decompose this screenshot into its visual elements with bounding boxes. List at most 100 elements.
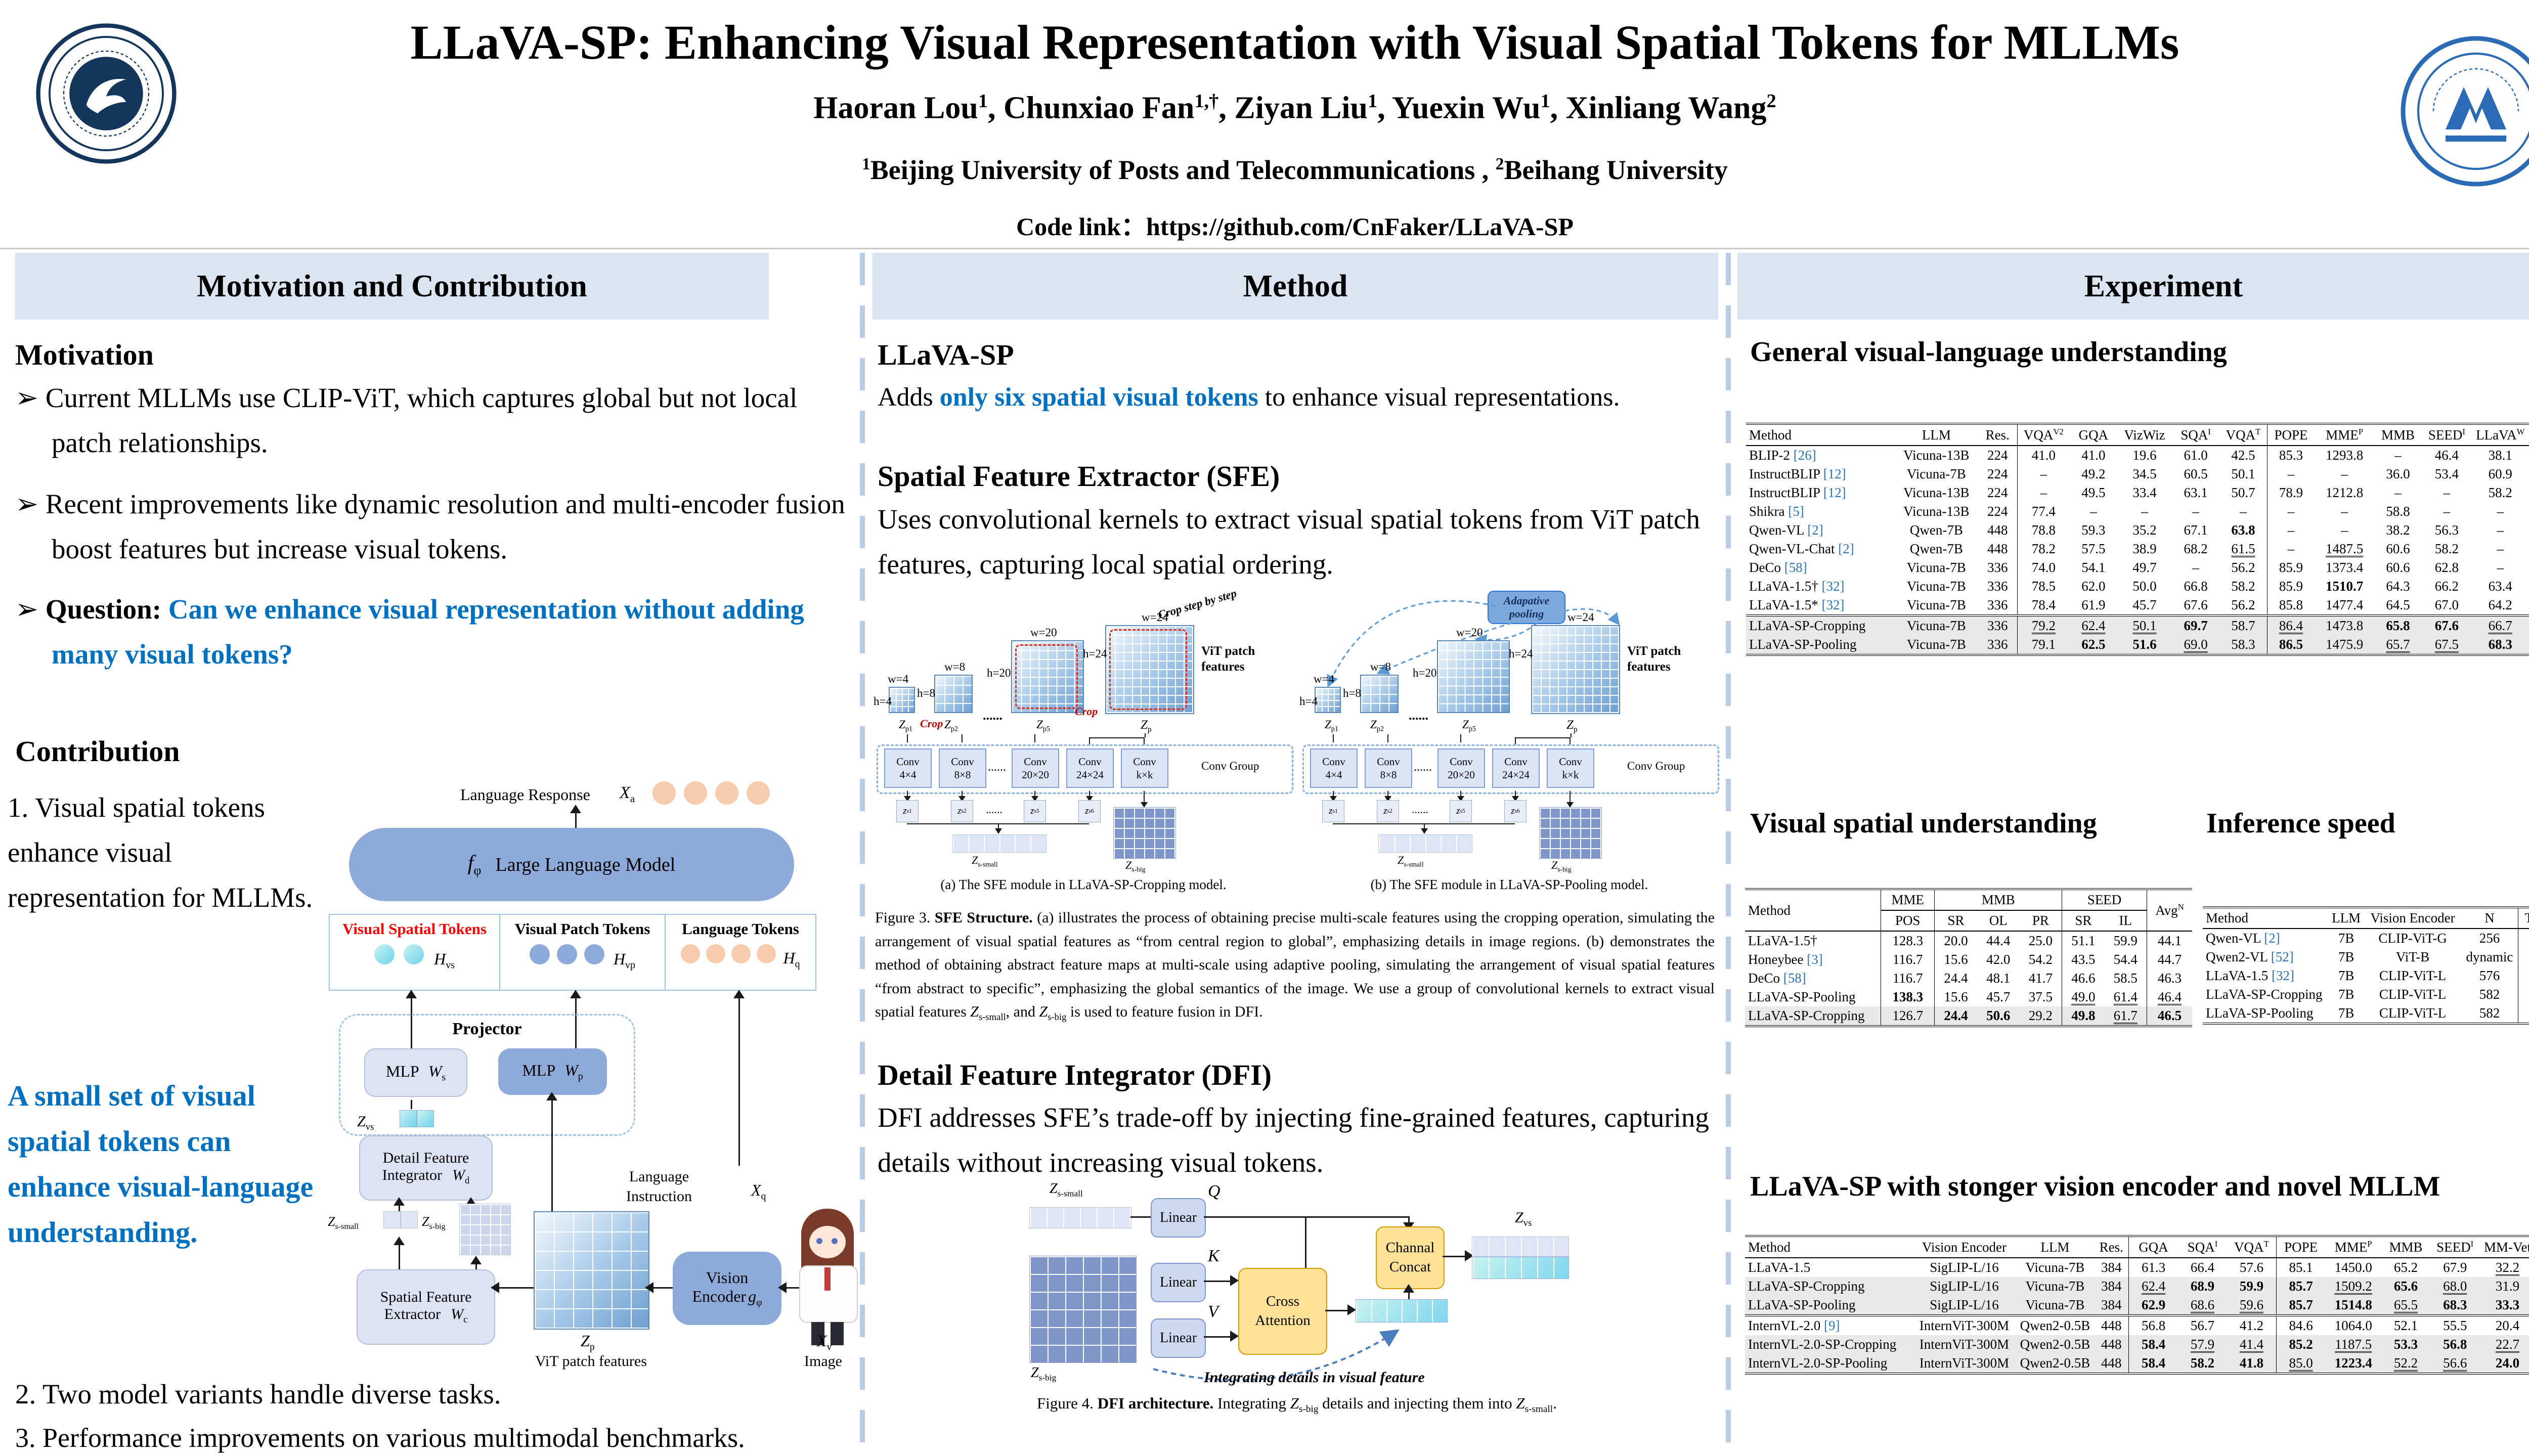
section-header-motivation: Motivation and Contribution xyxy=(15,253,769,320)
value-cell: 42.5 xyxy=(2219,446,2268,465)
value-cell: – xyxy=(2040,485,2047,500)
motivation-bullet-2: ➢ Recent improvements like dynamic resol… xyxy=(15,481,861,571)
linear-label: Linear xyxy=(1159,1274,1197,1290)
crop-region xyxy=(1109,629,1187,710)
question-text: Can we enhance visual representation wit… xyxy=(52,594,804,670)
contribution-item-3: 3. Performance improvements on various m… xyxy=(15,1423,745,1453)
arrow-head xyxy=(491,1282,499,1293)
value-cell: 77.4 xyxy=(2031,504,2056,519)
value-cell: 49.7 xyxy=(2132,560,2157,575)
inference-speed-heading: Inference speed xyxy=(2206,808,2395,839)
method-cell: DeCo [58] xyxy=(1749,560,1807,575)
zs-token-box: z s2 xyxy=(951,800,973,822)
conv-box: Conv 4×4 xyxy=(1310,748,1358,788)
value-cell: Vicuna-13B xyxy=(1903,485,1970,500)
general-understanding-table: Method LLM Res. VQAV2 GQA VizWiz SQAI VQAT POPE M… xyxy=(1746,423,2529,656)
figure4-caption-body1: Integrating xyxy=(1213,1394,1290,1412)
patch-token xyxy=(584,944,605,964)
value-cell: 29.2 xyxy=(2019,1006,2063,1026)
v-label: V xyxy=(1208,1302,1218,1321)
table-row: LLaVA-SP-Pooling 7B CLIP-ViT-L 58220.28 xyxy=(2203,1004,2529,1024)
figure4-caption-zbig: Zs-big xyxy=(1290,1394,1319,1415)
sfe-heading: Spatial Feature Extractor (SFE) xyxy=(878,460,1280,493)
arrow-line xyxy=(1204,1216,1409,1218)
cross-attention-label-1: Cross xyxy=(1266,1293,1300,1310)
value-cell: – xyxy=(2443,504,2451,519)
table-row: LLaVA-SP-Pooling Vicuna-7B 336 79.1 62.5 51.6… xyxy=(1746,635,2529,655)
dim-label: h=8 xyxy=(917,687,935,699)
value-cell: 32.2 xyxy=(2495,1260,2520,1275)
zp-grid xyxy=(534,1211,649,1330)
projector-label: Projector xyxy=(452,1020,522,1038)
motivation-heading: Motivation xyxy=(15,338,154,371)
arrow-line xyxy=(1515,737,1516,744)
code-link-url[interactable]: https://github.com/CnFaker/LLaVA-SP xyxy=(1146,212,1574,241)
value-cell: – xyxy=(2497,522,2504,538)
section-header-motivation-label: Motivation and Contribution xyxy=(197,269,587,303)
language-instruction-line1: Language xyxy=(629,1168,689,1185)
hq-label: Hq xyxy=(783,949,800,970)
value-cell: 22.7 xyxy=(2495,1337,2520,1352)
table-row: DeCo [58] 116.7 24.4 48.1 41.7 46.6 58.5 46.3 xyxy=(1745,969,2192,988)
beihang-logo xyxy=(2401,36,2529,187)
method-cell: LLaVA-1.5† [32] xyxy=(1749,579,1845,594)
arrow-head xyxy=(645,1282,653,1293)
value-cell: 1473.8 xyxy=(2315,614,2374,635)
method-cell: Qwen-VL-Chat [2] xyxy=(1749,541,1854,556)
value-cell: 46.5 xyxy=(2157,1008,2182,1023)
conv-box: Conv 8×8 xyxy=(939,748,986,788)
value-cell: 256 xyxy=(2461,929,2519,948)
arrow-line xyxy=(1089,791,1090,797)
column-header: LLM xyxy=(1895,424,1978,446)
value-cell: 85.2 xyxy=(2289,1337,2313,1352)
value-cell: 58.5 xyxy=(2104,969,2147,988)
value-cell: 49.0 xyxy=(2071,989,2096,1004)
dfi-heading: Detail Feature Integrator (DFI) xyxy=(878,1058,1272,1091)
conv-box: Conv k×k xyxy=(1121,748,1168,788)
column-header: IL xyxy=(2104,910,2147,932)
arrow-line xyxy=(907,734,908,742)
ellipsis: ...... xyxy=(983,708,1002,723)
value-cell: 1212.8 xyxy=(2326,485,2364,500)
sfe-body: Uses convolutional kernels to extract vi… xyxy=(878,504,1700,580)
dim-label: h=4 xyxy=(1299,695,1318,708)
column-header: POPE xyxy=(2267,424,2315,446)
linear-v-box: Linear xyxy=(1151,1318,1206,1358)
arrow-line xyxy=(496,1287,534,1289)
llm-label: Large Language Model xyxy=(495,854,676,875)
sfe-box: Spatial Feature Extractor Wc xyxy=(357,1269,495,1345)
value-cell: 24.0 xyxy=(2495,1355,2520,1371)
arrow-line xyxy=(1034,791,1035,797)
value-cell: 1450.0 xyxy=(2334,1260,2372,1275)
value-cell: 49.5 xyxy=(2081,485,2106,500)
crop-step-label: Crop step by step xyxy=(1156,587,1238,622)
value-cell: – xyxy=(2192,504,2199,519)
method-cell: InstructBLIP [12] xyxy=(1749,485,1846,500)
value-cell: 69.0 xyxy=(2184,637,2208,652)
ellipsis: ...... xyxy=(1409,708,1428,723)
arrow-line xyxy=(475,1259,477,1269)
example-image-tie xyxy=(824,1267,831,1291)
value-cell: 61.5 xyxy=(2219,540,2268,558)
value-cell: 384 xyxy=(2094,1296,2129,1315)
method-cell: LLaVA-SP-Pooling xyxy=(1748,1297,1856,1312)
zs-token-box: z s6 xyxy=(1078,800,1101,822)
hvs-label: Hvs xyxy=(434,950,455,971)
value-cell: – xyxy=(2090,504,2097,519)
value-cell: 66.8 xyxy=(2184,579,2208,594)
arrow-line xyxy=(1424,823,1425,829)
example-image-leg xyxy=(831,1322,844,1345)
value-cell: 58.3 xyxy=(2219,635,2268,655)
dim-label: w=24 xyxy=(1142,611,1168,624)
value-cell: 448 xyxy=(1978,521,2018,540)
value-cell: 138.3 xyxy=(1881,988,1935,1006)
method-cell: LLaVA-SP-Cropping xyxy=(1748,1278,1865,1294)
zbig-grid xyxy=(1539,807,1602,859)
value-cell: 85.0 xyxy=(2289,1355,2313,1371)
table-row: LLaVA-SP-Cropping 126.7 24.4 50.6 29.2 49.8 61… xyxy=(1745,1006,2192,1026)
arrow-line xyxy=(1571,733,1572,737)
arrow-line xyxy=(1387,791,1388,797)
q-label: Q xyxy=(1208,1182,1220,1201)
value-cell: 224 xyxy=(1978,465,2018,483)
value-cell: 78.2 xyxy=(2031,541,2056,556)
